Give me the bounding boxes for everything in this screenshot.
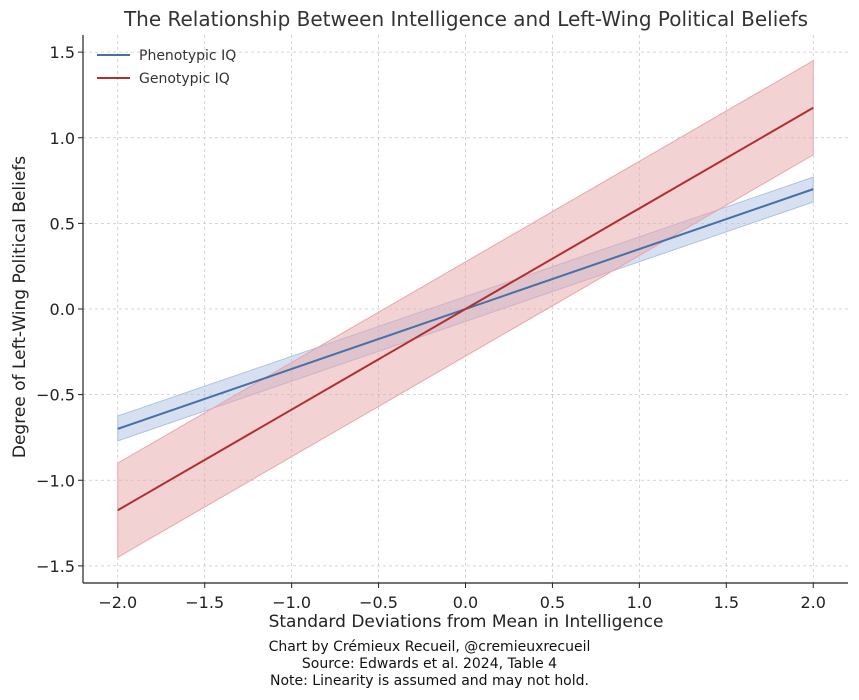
x-tick-label: −1.5 (185, 593, 224, 612)
x-tick-label: 2.0 (801, 593, 826, 612)
y-tick-label: 0.5 (50, 214, 75, 233)
y-tick-label: 1.5 (50, 43, 75, 62)
x-tick-label: −2.0 (98, 593, 137, 612)
x-tick-label: 1.0 (627, 593, 652, 612)
note-line: Note: Linearity is assumed and may not h… (270, 673, 589, 689)
x-tick-label: 0.5 (540, 593, 565, 612)
legend-label-genotypic: Genotypic IQ (139, 71, 230, 87)
x-tick-label: 0.0 (453, 593, 478, 612)
x-tick-label: 1.5 (714, 593, 739, 612)
y-tick-label: 1.0 (50, 129, 75, 148)
series-line-genotypic (117, 106, 814, 512)
series-lines (117, 106, 814, 512)
source-line: Source: Edwards et al. 2024, Table 4 (301, 656, 558, 672)
credit-line: Chart by Crémieux Recueil, @cremieuxrecu… (268, 639, 591, 655)
y-axis-label: Degree of Left-Wing Political Beliefs (10, 156, 30, 458)
legend: Phenotypic IQ Genotypic IQ (97, 48, 236, 87)
y-tick-label: −1.0 (36, 471, 75, 490)
y-tick-label: −0.5 (36, 386, 75, 405)
legend-label-phenotypic: Phenotypic IQ (139, 48, 236, 64)
axes (78, 35, 848, 588)
chart-title: The Relationship Between Intelligence an… (123, 7, 808, 31)
tick-labels: −2.0 −1.5 −1.0 −0.5 0.0 0.5 1.0 1.5 2.0 −1.5 −1.0 −… (36, 43, 826, 612)
y-tick-label: 0.0 (50, 300, 75, 319)
x-tick-label: −0.5 (359, 593, 398, 612)
x-tick-label: −1.0 (272, 593, 311, 612)
y-tick-label: −1.5 (36, 557, 75, 576)
x-axis-label: Standard Deviations from Mean in Intelli… (269, 612, 664, 632)
chart: The Relationship Between Intelligence an… (10, 7, 848, 632)
